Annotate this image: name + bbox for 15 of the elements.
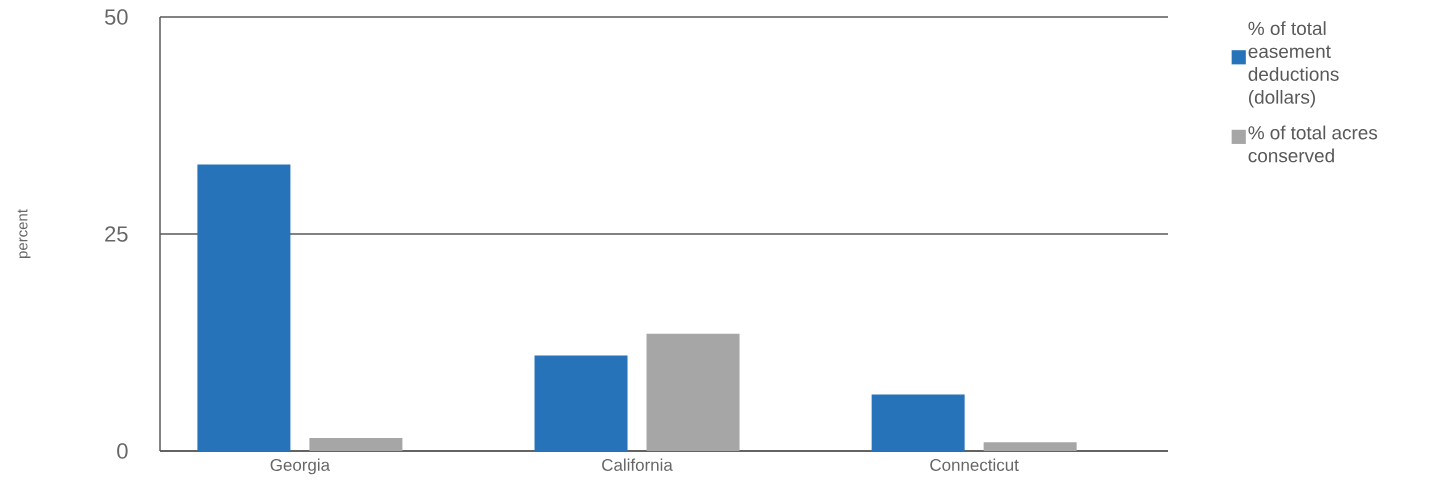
x-tick-label: Georgia xyxy=(270,458,331,475)
x-tick-label: Connecticut xyxy=(930,458,1019,471)
y-tick-label: 0 xyxy=(117,443,128,459)
x-tick-label: California xyxy=(602,458,673,471)
legend-label: % of total easement deductions (dollars) xyxy=(1248,21,1339,108)
y-tick-label: 25 xyxy=(105,226,128,242)
bar xyxy=(646,333,740,451)
legend-label: % of total acres conserved xyxy=(1248,125,1378,163)
bar xyxy=(983,442,1077,451)
y-axis-title: percent xyxy=(17,209,31,258)
bar xyxy=(871,394,965,451)
bar xyxy=(197,164,291,451)
bar xyxy=(534,355,628,451)
bar xyxy=(309,437,403,451)
y-tick-label: 50 xyxy=(104,9,128,25)
